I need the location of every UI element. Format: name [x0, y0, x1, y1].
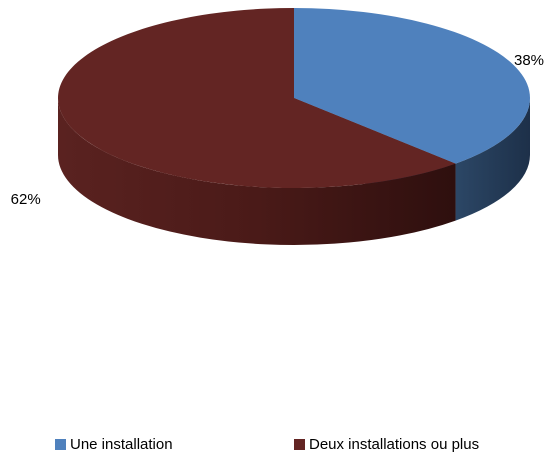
legend-swatch-0 — [55, 439, 66, 450]
pie-label-1: 62% — [11, 191, 41, 208]
pie-slice-0 — [294, 8, 531, 164]
legend: Une installation Deux installations ou p… — [0, 436, 553, 455]
pie-side-1 — [57, 98, 456, 246]
legend-label-0: Une installation — [70, 436, 173, 453]
pie-label-0: 38% — [514, 52, 544, 69]
pie-tops — [58, 8, 531, 188]
legend-item-1: Deux installations ou plus — [294, 436, 479, 453]
legend-label-1: Deux installations ou plus — [309, 436, 480, 453]
legend-swatch-1 — [294, 439, 305, 450]
pie-side-0 — [455, 98, 530, 221]
pie-slice-1 — [58, 8, 456, 188]
legend-item-0: Une installation — [55, 436, 173, 453]
pie-labels: 38% 62% — [11, 52, 544, 208]
pie-chart: 38% 62% — [11, 8, 544, 246]
